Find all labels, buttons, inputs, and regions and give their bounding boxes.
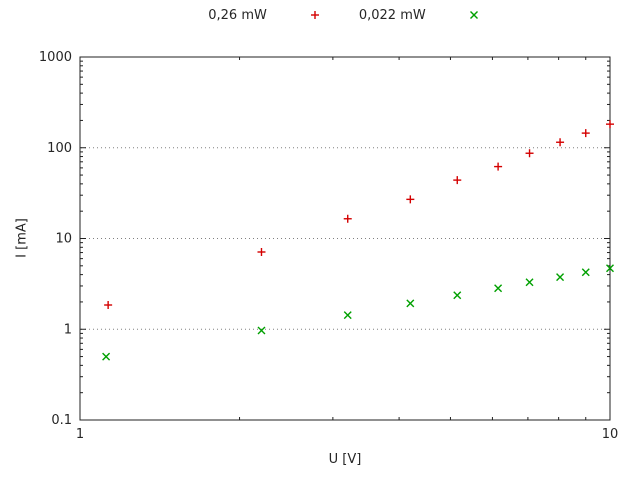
series-0-points bbox=[104, 120, 614, 310]
cross-marker-icon bbox=[466, 7, 482, 23]
y-axis-title: I [mA] bbox=[14, 218, 30, 258]
y-tick-label: 1000 bbox=[39, 50, 72, 65]
axis-ticks bbox=[79, 56, 611, 421]
plus-marker-glyph bbox=[310, 11, 319, 19]
cross-marker-glyph bbox=[469, 11, 478, 19]
legend-label-series-0: 0,26 mW bbox=[208, 7, 267, 23]
gridlines bbox=[81, 147, 609, 330]
legend-label-series-1: 0,022 mW bbox=[358, 7, 426, 23]
y-tick-label: 1 bbox=[64, 322, 72, 337]
y-tick-label: 100 bbox=[47, 141, 72, 156]
legend-item-series-1: 0,022 mW bbox=[359, 7, 482, 23]
chart-legend: 0,26 mW 0,022 mW bbox=[80, 7, 610, 23]
plus-marker-icon bbox=[307, 7, 323, 23]
y-tick-label: 0.1 bbox=[51, 413, 72, 428]
x-tick-label: 10 bbox=[602, 427, 619, 442]
tick-labels: 0.1 1 10 100 1000 1 10 bbox=[39, 50, 618, 442]
series-1-points bbox=[102, 264, 614, 361]
legend-item-series-0: 0,26 mW bbox=[208, 7, 323, 23]
x-axis-title: U [V] bbox=[328, 452, 362, 467]
x-tick-label: 1 bbox=[76, 427, 84, 442]
y-tick-label: 10 bbox=[55, 232, 72, 247]
